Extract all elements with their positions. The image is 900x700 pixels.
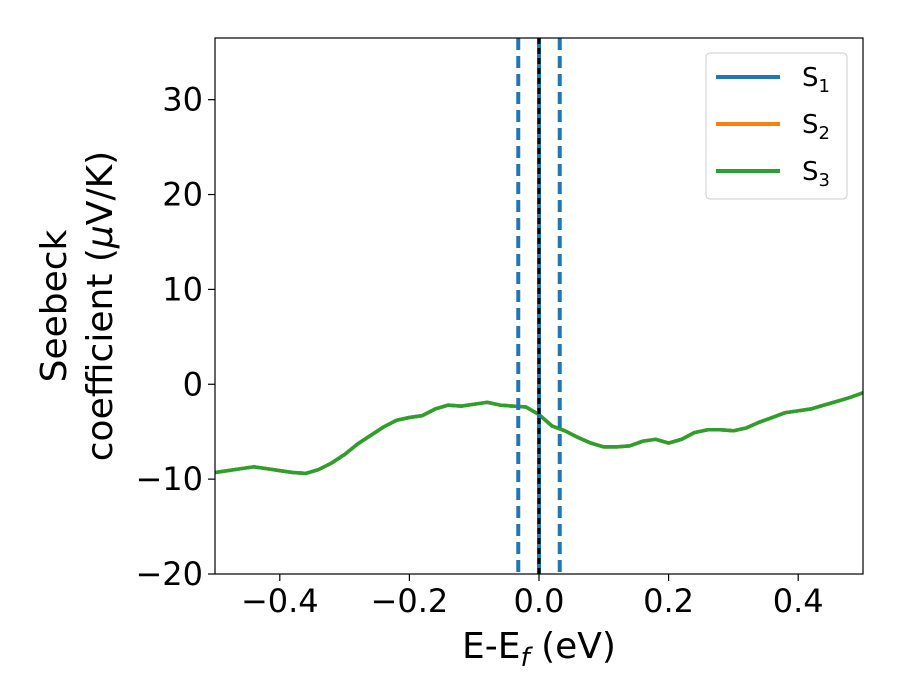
- y-tick-label: 30: [162, 81, 203, 119]
- reference-lines: [516, 38, 562, 574]
- y-tick-label: −20: [135, 555, 203, 593]
- x-axis-title-main: E-E: [462, 626, 520, 667]
- y-tick-label: −10: [135, 460, 203, 498]
- y-axis-title-line2: coefficient (μV/K): [80, 151, 121, 461]
- x-tick-label: 0.0: [514, 582, 565, 620]
- x-axis-title: E-Ef (eV): [462, 626, 616, 673]
- y-axis-ticks: −20 −10 0 10 20 30: [135, 81, 215, 593]
- x-axis-title-unit: (eV): [530, 626, 616, 667]
- legend-label-s1: S1: [802, 63, 830, 97]
- x-tick-label: −0.4: [241, 582, 319, 620]
- x-axis-ticks: −0.4 −0.2 0.0 0.2 0.4: [241, 574, 824, 620]
- y-axis-title-line1: Seebeck: [34, 229, 75, 382]
- y-tick-label: 0: [183, 365, 203, 403]
- x-tick-label: 0.2: [643, 582, 694, 620]
- y-tick-label: 10: [162, 270, 203, 308]
- y-axis-title-prefix: coefficient (: [80, 248, 121, 461]
- legend-label-s2: S2: [802, 110, 830, 144]
- legend: S1 S2 S3: [705, 52, 848, 200]
- x-tick-label: 0.4: [773, 582, 824, 620]
- plot-area: [215, 391, 863, 476]
- legend-label-s3: S3: [802, 157, 830, 191]
- x-tick-label: −0.2: [371, 582, 449, 620]
- y-tick-label: 20: [162, 176, 203, 214]
- y-axis-title-suffix: V/K): [80, 151, 121, 225]
- series-line-s3: [215, 391, 863, 476]
- y-axis-title-mu: μ: [80, 225, 121, 249]
